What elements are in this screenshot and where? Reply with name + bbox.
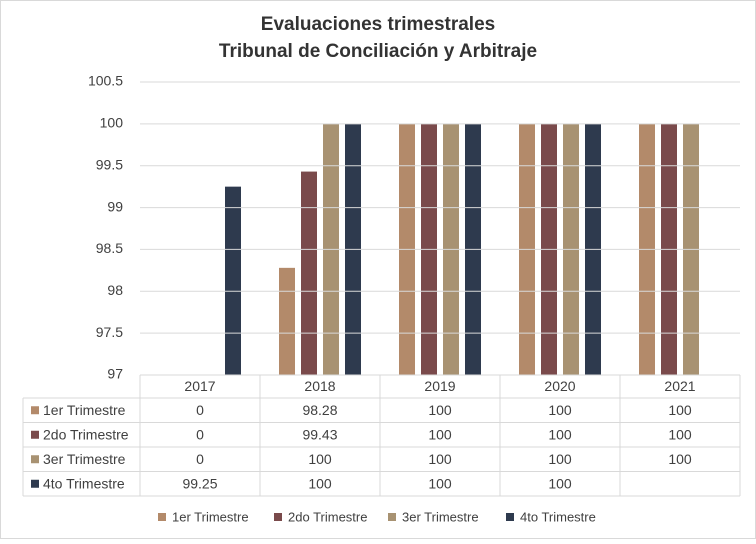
table-legend-key xyxy=(31,406,39,415)
table-cell: 100 xyxy=(428,402,452,418)
bar xyxy=(279,267,295,375)
legend-key xyxy=(388,513,396,521)
table-cell: 0 xyxy=(196,426,204,442)
table-cell: 100 xyxy=(668,426,692,442)
table-legend-key xyxy=(31,479,39,488)
table-legend-key xyxy=(31,430,39,439)
table-row-label: 3er Trimestre xyxy=(43,451,126,467)
legend-label: 4to Trimestre xyxy=(520,509,596,524)
table-row-label: 4to Trimestre xyxy=(43,475,125,491)
table-cell: 100 xyxy=(548,402,572,418)
legend-label: 2do Trimestre xyxy=(288,509,367,524)
legend-key xyxy=(274,513,282,521)
y-tick-label: 97.5 xyxy=(96,324,123,340)
table-row-label: 2do Trimestre xyxy=(43,426,129,442)
x-tick-label: 2021 xyxy=(664,378,695,394)
table-row-label: 1er Trimestre xyxy=(43,402,126,418)
legend-key xyxy=(506,513,514,521)
y-tick-label: 98 xyxy=(107,282,123,298)
table-legend-key xyxy=(31,455,39,464)
table-cell: 99.25 xyxy=(182,475,217,491)
table-cell: 100 xyxy=(668,402,692,418)
table-cell: 100 xyxy=(428,451,452,467)
table-cell: 100 xyxy=(668,451,692,467)
y-tick-label: 98.5 xyxy=(96,240,123,256)
table-cell: 0 xyxy=(196,451,204,467)
bar xyxy=(225,186,241,375)
table-cell: 0 xyxy=(196,402,204,418)
y-tick-label: 99 xyxy=(107,198,123,214)
x-tick-label: 2017 xyxy=(184,378,215,394)
table-cell: 100 xyxy=(308,451,332,467)
y-tick-label: 97 xyxy=(107,366,123,382)
legend-key xyxy=(158,513,166,521)
y-tick-label: 99.5 xyxy=(96,156,123,172)
x-tick-label: 2018 xyxy=(304,378,335,394)
y-tick-label: 100 xyxy=(100,115,124,131)
table-cell: 100 xyxy=(548,426,572,442)
table-cell: 100 xyxy=(428,426,452,442)
bar xyxy=(301,171,317,375)
legend-label: 3er Trimestre xyxy=(402,509,479,524)
table-cell: 100 xyxy=(548,451,572,467)
chart-title: Evaluaciones trimestrales xyxy=(261,14,495,35)
table-cell: 100 xyxy=(548,475,572,491)
x-tick-label: 2020 xyxy=(544,378,575,394)
table-cell: 100 xyxy=(428,475,452,491)
table-cell: 98.28 xyxy=(302,402,337,418)
y-tick-label: 100.5 xyxy=(88,73,123,89)
x-tick-label: 2019 xyxy=(424,378,455,394)
chart-subtitle: Tribunal de Conciliación y Arbitraje xyxy=(219,41,537,62)
legend-label: 1er Trimestre xyxy=(172,509,249,524)
table-cell: 99.43 xyxy=(302,426,337,442)
table-cell: 100 xyxy=(308,475,332,491)
